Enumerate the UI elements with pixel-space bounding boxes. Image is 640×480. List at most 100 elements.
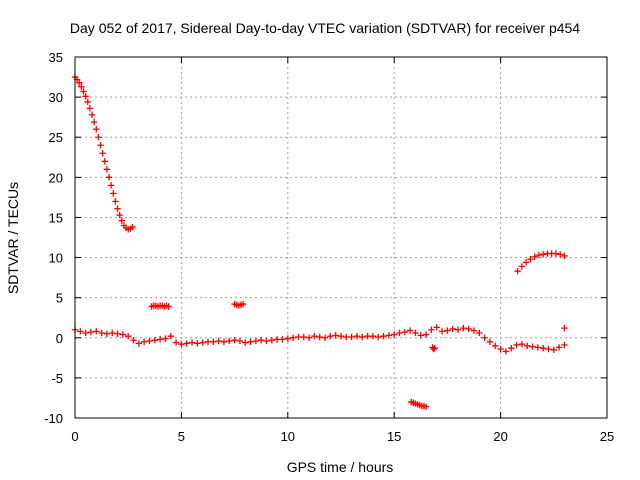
data-point xyxy=(385,332,393,339)
data-point xyxy=(151,336,158,344)
data-point xyxy=(146,337,153,345)
x-tick-label: 15 xyxy=(387,429,401,444)
data-point xyxy=(401,328,409,336)
data-point xyxy=(114,330,121,337)
data-point xyxy=(454,326,462,333)
y-tick-label: 0 xyxy=(56,331,63,346)
data-point xyxy=(518,340,526,348)
series-steep-decline xyxy=(71,73,136,233)
data-point xyxy=(105,174,113,181)
series-cluster-4 xyxy=(148,302,172,310)
data-point xyxy=(433,324,440,331)
data-point xyxy=(110,190,117,197)
data-point xyxy=(199,339,206,346)
data-point xyxy=(431,345,438,352)
x-tick-label: 0 xyxy=(71,429,78,444)
data-point xyxy=(107,182,115,189)
data-point xyxy=(239,300,247,308)
data-point xyxy=(78,83,85,90)
data-point xyxy=(118,217,126,224)
data-point xyxy=(545,345,552,353)
y-tick-label: 10 xyxy=(49,251,63,266)
data-point xyxy=(183,340,190,347)
y-axis-title: SDTVAR / TECUs xyxy=(5,182,21,294)
data-point xyxy=(178,340,185,348)
data-point xyxy=(98,329,105,337)
data-point xyxy=(539,345,547,352)
data-point xyxy=(268,336,276,344)
data-point xyxy=(109,329,116,337)
data-point xyxy=(476,329,483,337)
data-point xyxy=(348,333,355,341)
data-point xyxy=(522,259,530,266)
data-point xyxy=(556,251,564,258)
data-point xyxy=(242,339,249,346)
data-point xyxy=(125,332,132,340)
data-point xyxy=(258,336,265,344)
data-point xyxy=(279,336,286,343)
data-point xyxy=(417,332,424,339)
data-point xyxy=(103,166,111,173)
data-point xyxy=(284,335,291,342)
x-tick-label: 25 xyxy=(600,429,614,444)
data-point xyxy=(513,341,520,349)
series-baseline xyxy=(71,324,568,355)
grid-lines xyxy=(75,57,607,418)
data-point xyxy=(508,345,515,352)
data-point xyxy=(172,339,180,346)
data-point xyxy=(162,335,169,342)
data-point xyxy=(502,348,510,355)
data-point xyxy=(552,250,560,257)
data-point xyxy=(465,325,472,333)
axes: 0 5 10 15 20 25 -10 -5 0 5 10 15 20 25 30 35 xyxy=(44,50,614,444)
x-tick-label: 20 xyxy=(493,429,507,444)
data-point xyxy=(391,331,398,338)
data-point xyxy=(165,303,172,310)
series-late-arc xyxy=(514,250,568,275)
data-point xyxy=(481,334,488,341)
data-point xyxy=(332,332,339,339)
data-point xyxy=(97,142,104,149)
data-point xyxy=(210,338,217,345)
data-point xyxy=(167,332,174,340)
data-point xyxy=(531,253,538,260)
data-point xyxy=(95,134,102,141)
data-point xyxy=(422,403,430,410)
data-point xyxy=(300,333,307,341)
data-point xyxy=(535,251,543,259)
y-tick-label: 5 xyxy=(56,291,63,306)
data-point xyxy=(561,324,568,332)
data-point xyxy=(514,267,521,275)
data-point xyxy=(140,338,148,345)
x-axis-title: GPS time / hours xyxy=(287,459,394,475)
data-point xyxy=(135,340,143,347)
data-point xyxy=(428,326,435,333)
data-point xyxy=(422,331,430,338)
data-point xyxy=(76,79,83,86)
data-point xyxy=(80,88,87,95)
data-point xyxy=(156,336,164,343)
data-point xyxy=(220,338,228,345)
y-tick-label: -10 xyxy=(44,411,63,426)
data-point xyxy=(86,105,94,112)
data-point xyxy=(539,251,547,258)
data-point xyxy=(527,255,534,263)
data-point xyxy=(130,336,137,344)
data-point xyxy=(518,263,526,270)
data-point xyxy=(82,329,89,337)
x-tick-label: 10 xyxy=(281,429,295,444)
x-tick-label: 5 xyxy=(178,429,185,444)
data-point xyxy=(470,327,478,334)
data-point xyxy=(444,327,451,334)
y-tick-label: 20 xyxy=(49,170,63,185)
series-isolated xyxy=(561,324,568,332)
series-cluster-7.7 xyxy=(231,300,247,309)
data-point xyxy=(353,332,361,340)
data-point xyxy=(524,342,531,349)
data-point xyxy=(263,337,270,345)
series-negative-cluster xyxy=(408,398,430,410)
data-point xyxy=(406,327,414,334)
data-point xyxy=(327,332,334,340)
data-point xyxy=(289,334,297,341)
